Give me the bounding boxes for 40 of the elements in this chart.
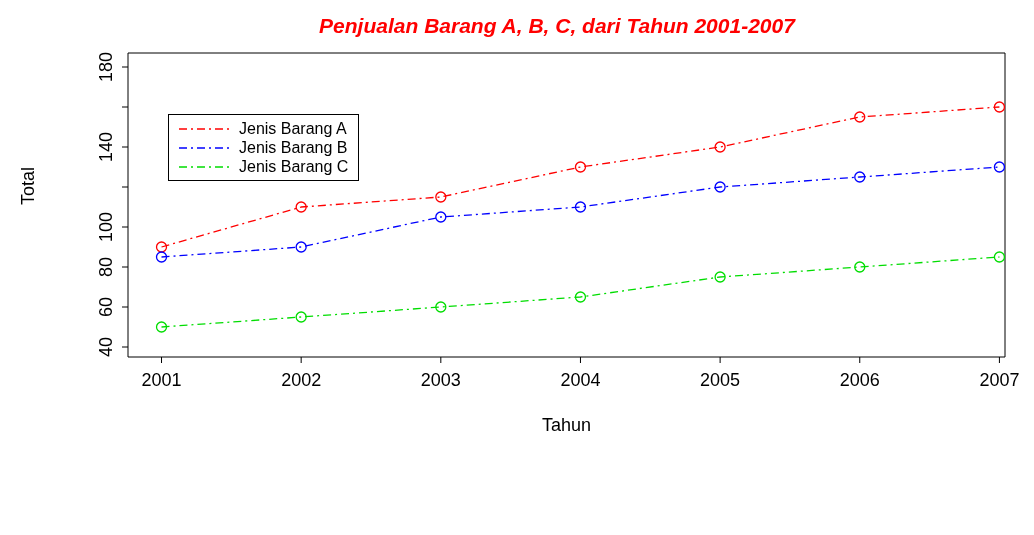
point <box>295 311 307 323</box>
y-tick-label: 60 <box>96 296 116 318</box>
y-tick-label: 140 <box>96 131 116 163</box>
x-tick-label: 2003 <box>420 369 461 390</box>
x-tick-label: 2007 <box>979 369 1020 390</box>
y-tick-label: 40 <box>96 336 116 358</box>
legend-label: Jenis Barang C <box>239 157 349 176</box>
y-axis-title: Total <box>18 166 39 205</box>
point <box>854 111 866 123</box>
point <box>854 171 866 183</box>
chart-title: Penjualan Barang A, B, C, dari Tahun 2001-2007 <box>318 14 797 39</box>
point <box>155 321 168 333</box>
point <box>714 141 726 153</box>
point <box>854 261 866 273</box>
point <box>295 201 307 213</box>
x-tick-label: 2002 <box>281 369 322 390</box>
point <box>574 201 587 213</box>
point <box>435 301 447 313</box>
legend-label: Jenis Barang B <box>239 138 348 157</box>
point <box>435 211 447 223</box>
y-tick-label: 180 <box>96 51 116 83</box>
x-tick-label: 2005 <box>700 369 741 390</box>
x-tick-label: 2006 <box>839 369 880 390</box>
legend-label: Jenis Barang A <box>239 119 347 138</box>
point <box>574 291 587 303</box>
point <box>435 191 447 203</box>
x-axis-title: Tahun <box>541 415 592 435</box>
point <box>155 251 168 263</box>
point <box>155 241 168 253</box>
point <box>714 271 726 283</box>
point <box>574 161 587 173</box>
point <box>714 181 726 193</box>
point <box>295 241 307 253</box>
point <box>993 161 1005 173</box>
point <box>993 101 1005 113</box>
y-tick-label: 80 <box>96 256 116 278</box>
point <box>993 251 1005 263</box>
x-tick-label: 2004 <box>560 369 601 390</box>
x-tick-label: 2001 <box>141 369 182 390</box>
y-tick-label: 100 <box>96 211 116 243</box>
